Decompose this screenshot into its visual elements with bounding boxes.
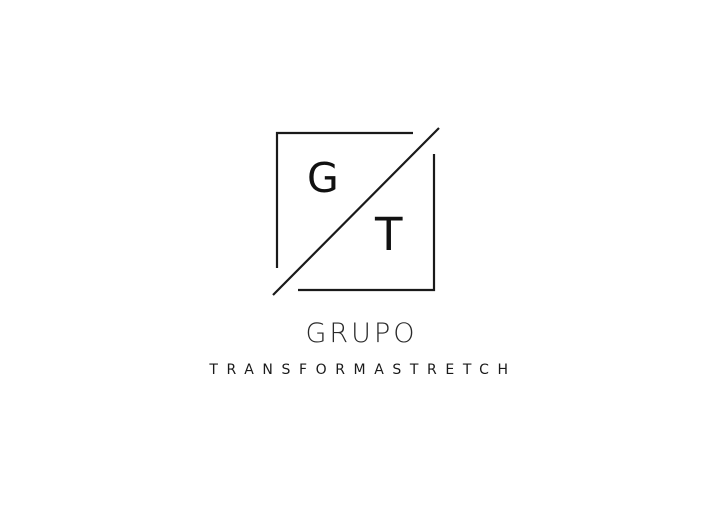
frame-bottom-right-bracket bbox=[298, 154, 436, 292]
monogram-letter-g: G bbox=[307, 154, 339, 202]
brand-name-secondary: TRANSFORMASTRETCH bbox=[209, 362, 517, 378]
monogram-letter-t: T bbox=[375, 208, 403, 261]
brand-name-primary: GRUPO bbox=[305, 318, 418, 349]
frame-diagonal-slash bbox=[272, 127, 440, 296]
frame-top-left-bracket bbox=[275, 131, 413, 268]
